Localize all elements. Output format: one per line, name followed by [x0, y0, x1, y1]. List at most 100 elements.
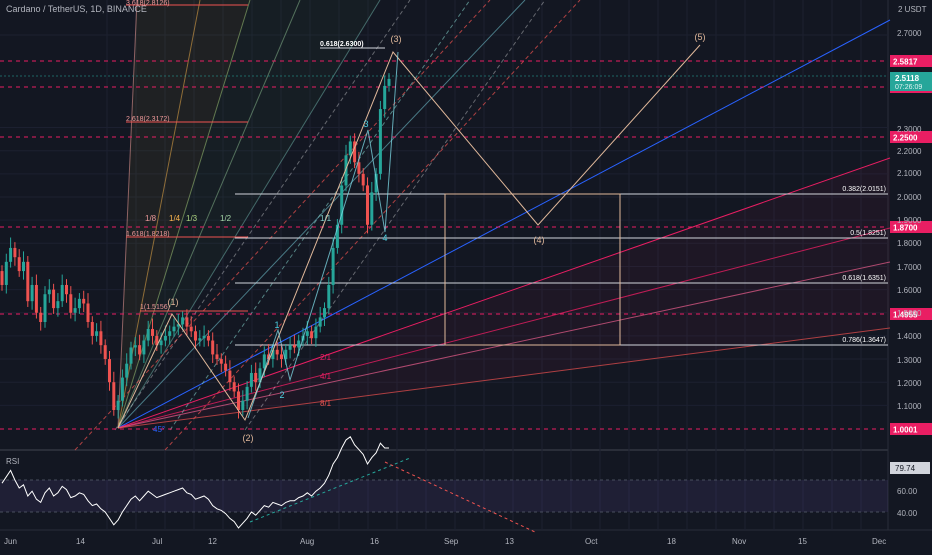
rsi-value-text: 79.74: [895, 464, 916, 473]
level-tag-text-3: 1.8700: [893, 224, 918, 233]
gann-label-1: 1/4: [169, 214, 181, 223]
level-tag-2: [890, 131, 932, 143]
price-tick-7: 1.7000: [897, 263, 922, 272]
rsi-value-tag: [890, 462, 930, 474]
fib-ext-label-2: 1.618(1.8218): [126, 231, 170, 238]
elliott-waves: (1) (2) (3) (4) (5) 1 2 3 4: [117, 32, 706, 443]
candle-body-14: [60, 284, 64, 302]
rsi-line: [1, 436, 389, 529]
fib-ret-label-1: 0.5(1.8251): [850, 230, 886, 237]
candle-body-8: [34, 284, 38, 313]
candle-body-12: [52, 289, 56, 309]
time-tick-7: 13: [505, 537, 514, 546]
candle-body-19: [82, 298, 86, 304]
candle-body-85: [366, 185, 369, 225]
gann-label-2: 1/3: [186, 214, 198, 223]
candle-body-33: [142, 340, 146, 355]
time-tick-9: 18: [667, 537, 676, 546]
candle-body-30: [129, 347, 133, 364]
elliott-minor-label-2: 3: [363, 119, 368, 129]
rsi-trendline-up: [249, 457, 411, 523]
price-tick-3: 2.1000: [897, 169, 922, 178]
candle-body-55: [237, 391, 240, 410]
candle-body-40: [172, 326, 176, 332]
time-tick-3: 12: [208, 537, 217, 546]
price-tick-10: 1.4000: [897, 332, 922, 341]
candle-body-42: [181, 317, 185, 325]
candle-body-2: [9, 247, 13, 262]
elliott-minor-path: [247, 51, 399, 419]
gann-label-7: 8/1: [320, 399, 332, 408]
fib-ret-label-3: 0.786(1.3647): [842, 337, 886, 344]
candle-body-38: [163, 335, 167, 341]
candle-body-4: [17, 257, 21, 272]
candle-body-32: [138, 345, 142, 355]
candle-body-36: [155, 335, 159, 346]
candle-body-44: [189, 326, 193, 332]
level-tag-3: [890, 221, 932, 233]
level-tag-text-5: 1.0001: [893, 426, 918, 435]
candle-body-16: [69, 294, 73, 313]
candle-body-64: [275, 349, 279, 355]
candle-body-67: [288, 345, 292, 350]
price-tick-1: 2.3000: [897, 125, 922, 134]
candle-body-41: [176, 324, 180, 327]
gann-fan-zone-upper: [118, 0, 250, 428]
level-tag-4: [890, 308, 932, 320]
candle-body-21: [90, 322, 94, 336]
rsi-band: [0, 480, 888, 512]
gann-labels: 1/8 1/4 1/3 1/2 1/1 2/1 4/1 8/1 45°: [145, 214, 332, 434]
parallel-channels: [74, 0, 581, 451]
candle-body-35: [151, 328, 154, 336]
elliott-minor-label-0: 1: [274, 320, 279, 330]
candle-body-76: [327, 284, 331, 309]
level-tag-0: [890, 55, 932, 67]
price-tick-9: 1.5000: [897, 309, 922, 318]
grid: [0, 0, 888, 530]
candle-body-45: [194, 331, 197, 341]
fib-ret-label-0: 0.382(2.0151): [842, 186, 886, 193]
candle-body-58: [249, 372, 253, 387]
elliott-major-label-0: (1): [168, 297, 179, 307]
gann-label-0: 1/8: [145, 214, 157, 223]
gann-fan-line-6: [117, 19, 891, 429]
time-tick-1: 14: [76, 537, 85, 546]
candle-body-15: [65, 284, 68, 295]
current-price-countdown: 07:26:09: [895, 84, 922, 91]
price-tick-8: 1.6000: [897, 286, 922, 295]
level-tag-text-4: 1.4955: [893, 311, 918, 320]
gann-fan-line-5: [117, 0, 526, 429]
candle-body-52: [224, 363, 228, 371]
candle-body-23: [99, 331, 103, 346]
candle-body-46: [198, 338, 202, 341]
candle-body-37: [159, 340, 163, 346]
candle-body-34: [146, 328, 150, 341]
gann-label-6: 4/1: [320, 372, 332, 381]
time-tick-8: Oct: [585, 537, 598, 546]
candle-body-49: [211, 340, 215, 355]
rsi-pane: 79.74 60.00 40.00: [0, 436, 930, 533]
candle-body-22: [95, 331, 99, 336]
candle-body-43: [185, 317, 189, 327]
candle-body-66: [284, 349, 288, 360]
candle-body-28: [120, 377, 124, 401]
candle-body-6: [26, 261, 30, 302]
candle-body-80: [344, 155, 348, 186]
channel-line-3: [244, 0, 546, 431]
elliott-major-label-4: (5): [695, 32, 706, 42]
candle-body-68: [292, 345, 296, 348]
fib-extension: 3.618(2.8126) 2.618(2.3172) 1.618(1.8218) 1…: [126, 0, 385, 312]
candle-body-57: [245, 386, 249, 401]
candle-body-77: [331, 247, 335, 285]
candle-body-72: [310, 331, 314, 339]
price-tick-13: 1.1000: [897, 402, 922, 411]
candle-body-24: [103, 345, 107, 360]
gann-label-4: 1/1: [320, 214, 332, 223]
time-tick-12: Dec: [872, 537, 886, 546]
fib-ext-label-4: 0.618(2.6300): [320, 41, 364, 48]
gann-fan: [117, 0, 891, 429]
candle-body-29: [125, 363, 129, 378]
elliott-major-path: [117, 44, 701, 429]
